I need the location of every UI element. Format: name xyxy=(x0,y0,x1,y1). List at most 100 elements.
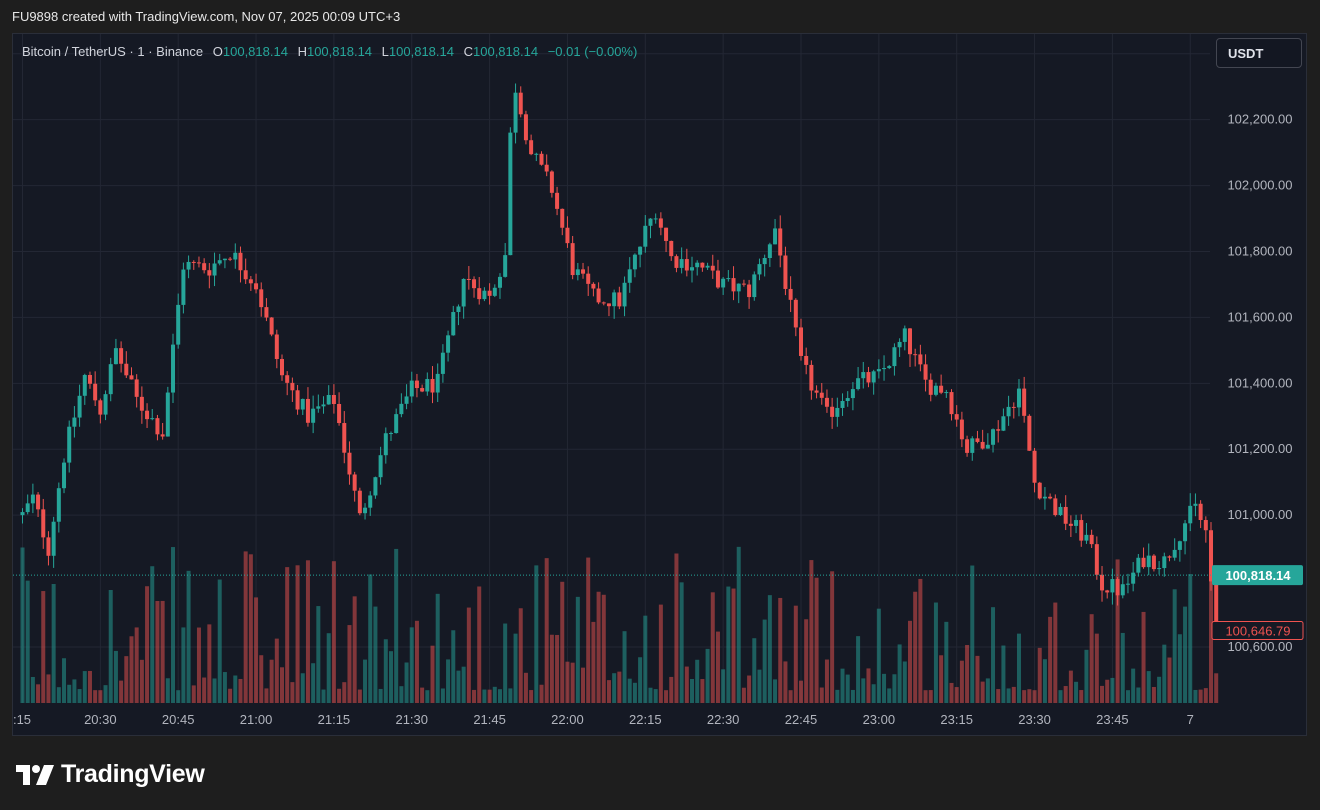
volume-bar xyxy=(228,688,233,703)
candle-body xyxy=(207,270,212,276)
volume-bar xyxy=(757,669,762,703)
candle-body xyxy=(373,477,378,496)
candle-body xyxy=(1006,406,1011,417)
volume-bar xyxy=(1063,686,1068,703)
candle-body xyxy=(409,380,414,397)
volume-bar xyxy=(617,671,622,703)
price-tick-label: 100,600.00 xyxy=(1227,639,1292,654)
volume-bar xyxy=(845,674,850,703)
candle-body xyxy=(87,374,92,384)
volume-bar xyxy=(1193,689,1198,703)
candle-body xyxy=(1110,579,1115,593)
volume-bar xyxy=(420,687,425,703)
candle-body xyxy=(145,410,150,420)
volume-bar xyxy=(913,591,918,703)
volume-bar xyxy=(1125,690,1130,703)
volume-bar xyxy=(586,557,591,703)
volume-bar xyxy=(222,672,227,703)
candle-body xyxy=(913,354,918,356)
volume-bar xyxy=(1053,602,1058,703)
candle-body xyxy=(939,385,944,393)
candle-body xyxy=(134,379,139,397)
volume-bar xyxy=(648,687,653,703)
high-label: H xyxy=(297,44,307,59)
candle-body xyxy=(243,270,248,280)
volume-bar xyxy=(30,676,35,703)
volume-bar xyxy=(503,623,508,703)
candle-body xyxy=(1042,496,1047,499)
volume-bar xyxy=(840,668,845,703)
volume-bar xyxy=(923,690,928,703)
volume-bar xyxy=(394,548,399,703)
change-value: −0.01 (−0.00%) xyxy=(547,44,638,59)
candle-body xyxy=(248,279,253,284)
volume-bar xyxy=(1006,688,1011,703)
currency-button[interactable]: USDT xyxy=(1216,38,1302,68)
candle-body xyxy=(77,395,82,418)
volume-bar xyxy=(959,660,964,703)
candle-body xyxy=(918,354,923,365)
candle-body xyxy=(975,438,980,442)
volume-bar xyxy=(1074,681,1079,703)
candle-body xyxy=(752,274,757,298)
low-label: L xyxy=(381,44,389,59)
volume-bar xyxy=(664,690,669,703)
volume-bar xyxy=(1094,633,1099,703)
volume-bar xyxy=(248,554,253,703)
volume-bar xyxy=(767,595,772,703)
candle-body xyxy=(165,392,170,437)
volume-bar xyxy=(1110,677,1115,703)
volume-bar xyxy=(285,567,290,703)
candle-body xyxy=(155,418,160,435)
volume-bar xyxy=(1048,616,1053,703)
candle-body xyxy=(664,227,669,241)
candle-body xyxy=(1053,498,1058,516)
volume-bar xyxy=(414,620,419,703)
candle-body xyxy=(1079,520,1084,541)
volume-bar xyxy=(305,560,310,703)
candle-body xyxy=(617,292,622,307)
volume-bar xyxy=(383,639,388,703)
volume-bar xyxy=(752,638,757,703)
candle-body xyxy=(139,396,144,411)
volume-bar xyxy=(902,661,907,703)
time-tick-label: 22:30 xyxy=(707,712,740,727)
volume-bar xyxy=(653,689,658,703)
volume-bar xyxy=(1172,589,1177,703)
volume-bar xyxy=(721,669,726,703)
candle-body xyxy=(383,433,388,456)
volume-bar xyxy=(1198,689,1203,703)
volume-bar xyxy=(139,659,144,703)
price-tick-label: 101,600.00 xyxy=(1227,309,1292,324)
tradingview-logo-icon xyxy=(16,764,54,785)
price-tick-label: 102,200.00 xyxy=(1227,112,1292,127)
volume-bar xyxy=(690,678,695,703)
candle-body xyxy=(1084,534,1089,541)
candle-body xyxy=(632,254,637,270)
volume-bar xyxy=(165,678,170,703)
candle-body xyxy=(119,348,124,364)
volume-bar xyxy=(342,682,347,703)
volume-bar xyxy=(918,578,923,703)
candle-body xyxy=(555,192,560,209)
volume-bar xyxy=(456,670,461,703)
symbol-label[interactable]: Bitcoin / TetherUS · 1 · Binance xyxy=(22,44,204,59)
volume-bar xyxy=(331,561,336,703)
time-tick-label: 20:45 xyxy=(162,712,195,727)
candle-body xyxy=(788,288,793,300)
candle-body xyxy=(1058,506,1063,516)
volume-bar xyxy=(300,673,305,703)
candle-body xyxy=(446,335,451,353)
candle-body xyxy=(1094,544,1099,575)
candle-body xyxy=(295,390,300,410)
candle-body xyxy=(503,255,508,277)
volume-bar xyxy=(705,648,710,703)
volume-bar xyxy=(196,627,201,703)
volume-bar xyxy=(1089,614,1094,703)
volume-bar xyxy=(492,686,497,703)
volume-bar xyxy=(560,581,565,703)
candle-body xyxy=(529,140,534,155)
candle-body xyxy=(1172,549,1177,558)
candle-body xyxy=(949,392,954,415)
